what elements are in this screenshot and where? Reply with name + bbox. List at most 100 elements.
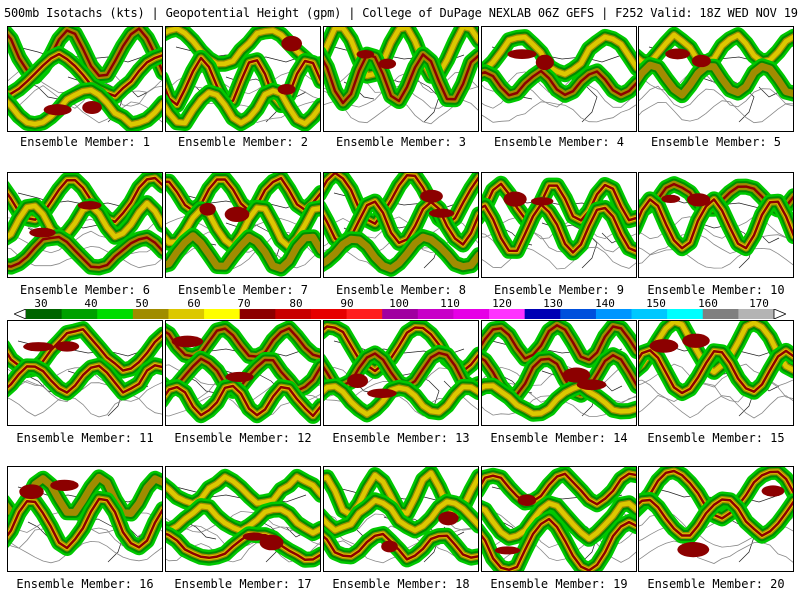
isotach-band bbox=[8, 52, 162, 98]
colorbar-swatch bbox=[667, 309, 704, 319]
wind-max bbox=[682, 333, 710, 348]
wind-max bbox=[665, 48, 690, 60]
wind-max bbox=[507, 49, 537, 59]
isotach-band bbox=[166, 56, 320, 107]
isotach-band bbox=[482, 324, 636, 362]
isotach-band bbox=[482, 472, 636, 506]
ensemble-member-map bbox=[638, 26, 794, 132]
colorbar-swatch bbox=[61, 309, 98, 319]
colorbar-swatch bbox=[346, 309, 383, 319]
isotach-band bbox=[8, 235, 162, 269]
wind-max bbox=[562, 367, 591, 383]
isotach-band bbox=[8, 364, 162, 394]
wind-max bbox=[494, 546, 521, 555]
wind-max bbox=[381, 540, 398, 553]
isotach-band bbox=[324, 498, 478, 533]
member-caption: Ensemble Member: 8 bbox=[335, 283, 467, 297]
colorbar-swatch bbox=[560, 309, 597, 319]
member-caption: Ensemble Member: 17 bbox=[174, 577, 312, 591]
member-caption: Ensemble Member: 9 bbox=[493, 283, 625, 297]
member-caption: Ensemble Member: 1 bbox=[19, 135, 151, 149]
isotach-band bbox=[639, 321, 793, 375]
colorbar-swatch bbox=[97, 309, 134, 319]
colorbar-swatch bbox=[453, 309, 490, 319]
height-contour bbox=[482, 246, 636, 270]
height-contour bbox=[639, 85, 793, 109]
height-contour bbox=[166, 247, 320, 270]
member-caption: Ensemble Member: 19 bbox=[490, 577, 628, 591]
isotach-band bbox=[639, 198, 793, 250]
wind-max bbox=[576, 379, 607, 391]
colorbar-label: 50 bbox=[135, 297, 149, 310]
member-caption: Ensemble Member: 4 bbox=[493, 135, 625, 149]
colorbar-label: 140 bbox=[595, 297, 615, 310]
colorbar-label: 30 bbox=[34, 297, 48, 310]
member-caption: Ensemble Member: 7 bbox=[177, 283, 309, 297]
isotach-band bbox=[166, 532, 320, 562]
wind-max bbox=[420, 189, 443, 203]
wind-max bbox=[661, 194, 681, 204]
isotach-band bbox=[482, 182, 636, 222]
isotach-band bbox=[482, 203, 636, 254]
colorbar-swatch bbox=[382, 309, 419, 319]
isotach-band bbox=[482, 69, 636, 97]
ensemble-member-map bbox=[165, 172, 321, 278]
wind-max bbox=[691, 54, 711, 68]
colorbar-label: 80 bbox=[289, 297, 303, 310]
isotach-band bbox=[8, 87, 162, 127]
isotach-band bbox=[324, 53, 478, 105]
wind-max bbox=[367, 388, 397, 399]
wind-max bbox=[378, 58, 397, 69]
wind-max bbox=[50, 479, 79, 491]
wind-max bbox=[23, 342, 54, 352]
colorbar-arrow-left bbox=[14, 309, 27, 319]
wind-max bbox=[171, 335, 204, 348]
ensemble-member-map bbox=[323, 172, 479, 278]
wind-max bbox=[77, 201, 102, 210]
member-caption: Ensemble Member: 11 bbox=[16, 431, 154, 445]
wind-max bbox=[517, 494, 537, 506]
isotach-band bbox=[324, 233, 478, 273]
ensemble-member-map bbox=[165, 466, 321, 572]
ensemble-member-map bbox=[7, 320, 163, 426]
member-caption: Ensemble Member: 16 bbox=[16, 577, 154, 591]
isotach-band bbox=[8, 497, 162, 550]
colorbar-label: 70 bbox=[237, 297, 251, 310]
isotach-band bbox=[8, 200, 162, 240]
colorbar-swatch bbox=[310, 309, 348, 319]
height-contour bbox=[482, 101, 636, 123]
wind-max bbox=[649, 339, 679, 353]
wind-max bbox=[224, 206, 250, 223]
wind-max bbox=[356, 49, 375, 59]
isotach-band bbox=[639, 61, 793, 99]
colorbar-swatch bbox=[417, 309, 454, 319]
member-caption: Ensemble Member: 20 bbox=[647, 577, 785, 591]
member-caption: Ensemble Member: 14 bbox=[490, 431, 628, 445]
height-contour bbox=[324, 71, 478, 93]
height-contour bbox=[639, 233, 793, 256]
ensemble-member-map bbox=[7, 172, 163, 278]
isotach-band bbox=[8, 176, 162, 224]
height-contour bbox=[639, 215, 793, 240]
colorbar-label: 60 bbox=[187, 297, 201, 310]
colorbar-label: 90 bbox=[340, 297, 354, 310]
coastline bbox=[333, 46, 465, 123]
member-caption: Ensemble Member: 15 bbox=[647, 431, 785, 445]
wind-max bbox=[503, 191, 527, 207]
member-caption: Ensemble Member: 10 bbox=[647, 283, 785, 297]
wind-max bbox=[242, 532, 266, 541]
wind-max bbox=[347, 373, 369, 389]
ensemble-member-map bbox=[481, 320, 637, 426]
isotach-band bbox=[166, 327, 320, 359]
ensemble-member-map bbox=[323, 320, 479, 426]
colorbar-label: 150 bbox=[646, 297, 666, 310]
colorbar-swatch bbox=[204, 309, 241, 319]
isotach-band bbox=[166, 176, 320, 213]
ensemble-member-map bbox=[165, 26, 321, 132]
colorbar-label: 40 bbox=[84, 297, 98, 310]
member-caption: Ensemble Member: 3 bbox=[335, 135, 467, 149]
height-contour bbox=[639, 247, 793, 269]
coastline bbox=[175, 486, 307, 563]
isotach-band bbox=[166, 474, 320, 506]
wind-max bbox=[686, 193, 711, 207]
